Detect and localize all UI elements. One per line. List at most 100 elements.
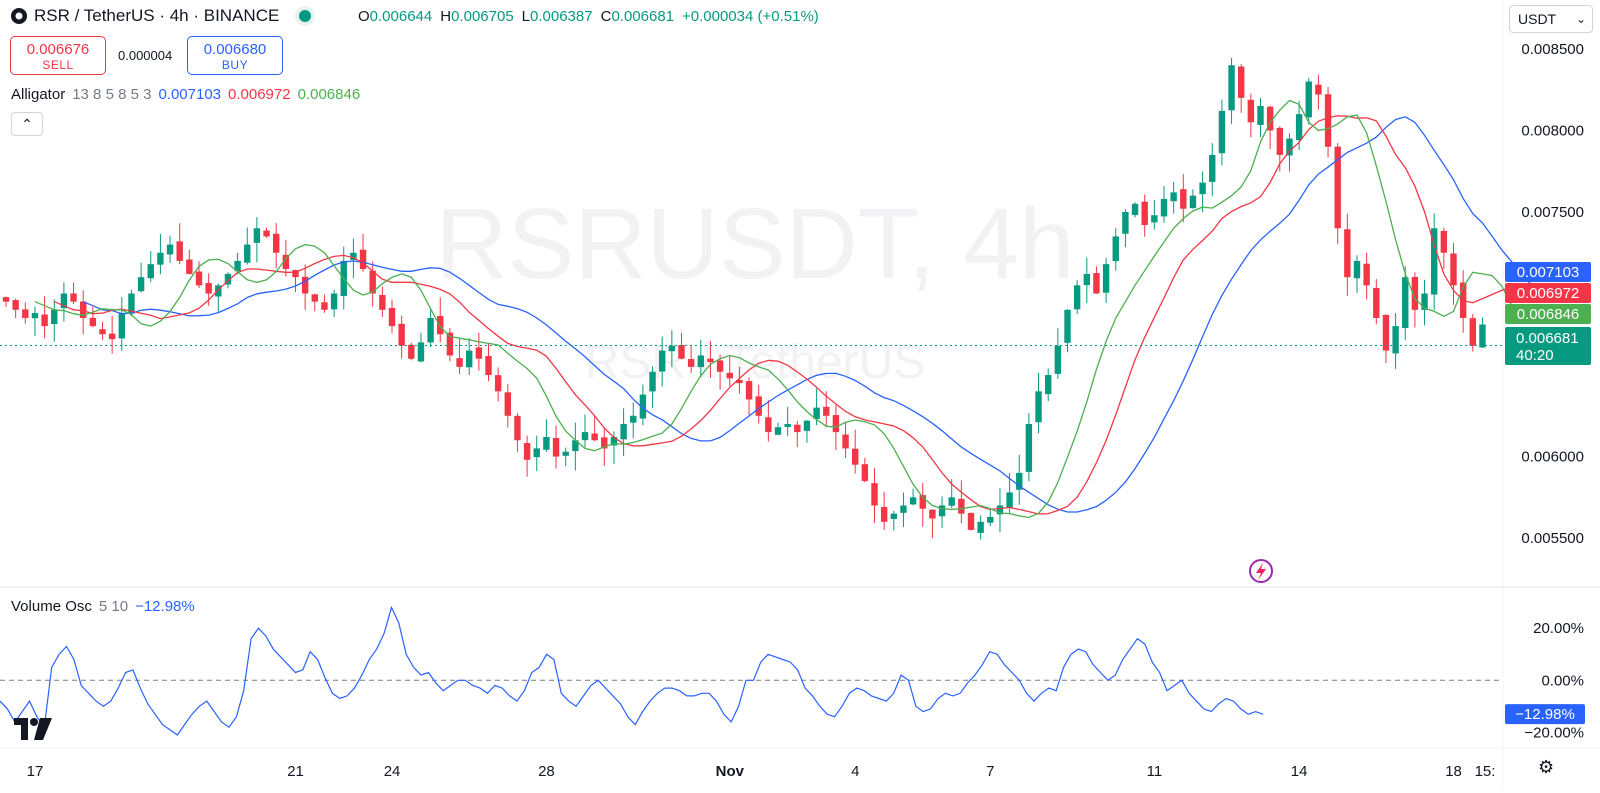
candle <box>745 377 753 415</box>
candle <box>60 282 68 322</box>
candle <box>736 367 743 394</box>
candle-body <box>909 497 917 505</box>
price-label-box <box>1505 262 1591 282</box>
sell-button[interactable]: 0.006676 SELL <box>10 36 106 75</box>
candle-body <box>466 350 473 368</box>
candle <box>514 413 521 452</box>
candle-body <box>562 451 569 456</box>
candle-body <box>1431 228 1438 295</box>
candle <box>938 496 946 529</box>
candle <box>687 345 695 373</box>
candle-body <box>234 260 241 272</box>
candle <box>1305 78 1312 125</box>
candle <box>1122 209 1129 248</box>
candle-body <box>1180 189 1187 209</box>
buy-button[interactable]: 0.006680 BUY <box>187 36 283 75</box>
candle-body <box>137 277 145 292</box>
alligator-legend[interactable]: Alligator 13 8 5 8 5 3 0.007103 0.006972… <box>11 86 360 103</box>
candle-body <box>687 359 695 367</box>
candle <box>1151 199 1158 230</box>
candle <box>803 420 811 443</box>
candle-body <box>1440 230 1448 253</box>
candle <box>437 297 444 343</box>
lightning-icon[interactable] <box>1249 559 1273 583</box>
gear-icon[interactable]: ⚙ <box>1538 757 1555 777</box>
candle <box>1431 213 1438 310</box>
close-label: C <box>600 8 612 25</box>
candle <box>1093 266 1100 294</box>
candle <box>1073 280 1081 315</box>
candle <box>707 340 714 378</box>
candle <box>253 217 261 263</box>
currency-value: USDT <box>1518 11 1557 27</box>
candle-body <box>330 293 338 310</box>
time-tick-label: 24 <box>384 763 401 780</box>
collapse-legend-button[interactable]: ⌃ <box>11 112 43 136</box>
price-axis-ticks: 0.008500 0.008000 0.007500 0.006000 0.005500… <box>0 41 1584 741</box>
candle <box>1286 133 1293 172</box>
candle-body <box>2 297 10 302</box>
candle <box>292 269 299 292</box>
alligator-jaw-value: 0.007103 <box>158 86 222 103</box>
candle-body <box>938 505 946 517</box>
candle-body <box>659 350 666 372</box>
chevron-down-icon: ⌄ <box>1575 12 1586 26</box>
candle <box>388 299 396 334</box>
candle-body <box>1373 288 1380 318</box>
candle-body <box>601 437 608 449</box>
candle-body <box>880 506 888 522</box>
candle-body <box>89 317 97 327</box>
time-tick-label: 21 <box>287 763 304 780</box>
candle-body <box>379 295 386 310</box>
candle <box>22 302 29 324</box>
candle <box>70 282 77 305</box>
candle-body <box>774 427 782 435</box>
candle-body <box>1006 492 1013 508</box>
candle <box>639 384 647 426</box>
symbol-title[interactable]: RSR / TetherUS · 4h · BINANCE <box>10 6 312 26</box>
candle-body <box>523 443 531 460</box>
candle-body <box>794 424 801 433</box>
candle <box>1054 328 1062 379</box>
spread-value: 0.000004 <box>118 48 173 63</box>
time-tick-label: 18 <box>1445 763 1462 780</box>
currency-select[interactable]: USDT ⌄ <box>1509 5 1593 33</box>
candle-body <box>494 375 502 392</box>
price-axis-bg[interactable] <box>1503 0 1600 788</box>
candle <box>446 328 454 362</box>
candle <box>1315 74 1322 110</box>
candle <box>1228 57 1235 124</box>
candle <box>929 509 936 539</box>
candle-body <box>1353 260 1361 279</box>
tradingview-logo-icon[interactable] <box>14 718 52 740</box>
candle-body <box>1257 105 1264 125</box>
candle <box>909 488 917 506</box>
candle-body <box>639 394 647 419</box>
candle <box>1238 64 1245 113</box>
candle <box>726 354 733 387</box>
candle-body <box>408 344 415 359</box>
candle-body <box>1102 264 1110 293</box>
candle <box>215 283 222 312</box>
price-label-box <box>1505 283 1591 303</box>
candle-body <box>697 355 704 368</box>
candle-body <box>1363 263 1370 286</box>
candle <box>543 419 550 452</box>
chevron-up-icon: ⌃ <box>21 116 33 132</box>
candle-body <box>157 252 164 265</box>
candle-body <box>1218 110 1226 154</box>
candle <box>1035 372 1042 434</box>
candle-body <box>1122 211 1129 234</box>
candle <box>2 296 10 307</box>
volume-osc-legend[interactable]: Volume Osc 5 10 −12.98% <box>11 598 195 615</box>
close-value: 0.006681 <box>611 8 675 25</box>
candle-body <box>900 505 907 513</box>
candle-body <box>1170 192 1177 202</box>
market-status-icon[interactable] <box>299 10 312 22</box>
candle <box>89 306 97 328</box>
candle <box>1189 189 1197 209</box>
candle <box>880 491 888 530</box>
buy-price: 0.006680 <box>203 41 267 58</box>
